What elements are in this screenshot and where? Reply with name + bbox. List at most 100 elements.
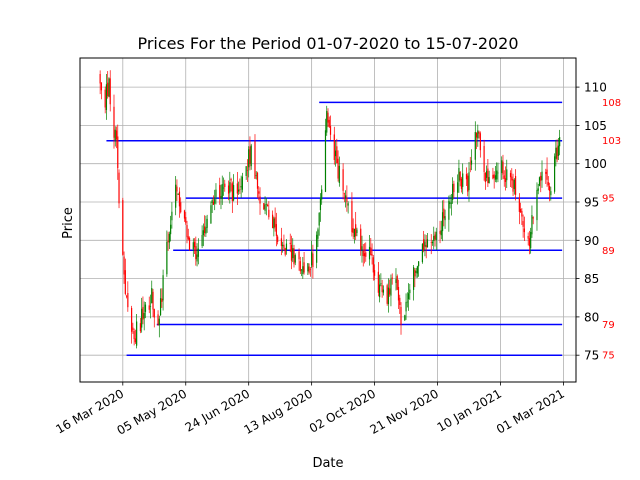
candle-body [248, 149, 250, 168]
candle-body [195, 246, 197, 260]
candle-body [541, 171, 543, 181]
candle-body [229, 182, 231, 193]
candle-body [185, 217, 187, 223]
candle-body [400, 306, 402, 325]
candle-body [219, 185, 221, 199]
candle-body [548, 186, 551, 191]
candle-body [274, 217, 276, 228]
candle-body [117, 136, 119, 169]
candle-body [523, 228, 525, 233]
y-tick-label: 85 [584, 272, 599, 286]
candle-body [99, 74, 101, 84]
candle-body [493, 174, 495, 178]
candle-body [113, 106, 115, 138]
candle-body [255, 175, 257, 177]
level-labels: 108 103 95 89 79 75 [602, 98, 621, 362]
candle-body [380, 283, 382, 285]
candle-body [511, 176, 513, 181]
candle-body [118, 172, 120, 204]
candle-body [453, 183, 455, 193]
candle-body [520, 209, 522, 213]
candle-body [264, 204, 266, 211]
candle-body [337, 158, 339, 179]
candle-body [405, 301, 407, 312]
candle-body [397, 286, 400, 301]
candlesticks [99, 70, 561, 349]
candle-body [342, 169, 344, 191]
candle-body [188, 237, 191, 250]
candle-body [537, 188, 539, 191]
candle-body [327, 112, 329, 123]
candle-body [178, 191, 181, 207]
candle-body [289, 242, 291, 245]
candle-body [521, 210, 523, 217]
candle-body [142, 306, 144, 320]
candle-body [220, 195, 222, 198]
candle-body [448, 200, 450, 220]
candle-body [308, 266, 310, 273]
candle-body [488, 177, 490, 184]
candle-body [125, 296, 128, 297]
candle-body [459, 172, 461, 181]
candle-body [321, 189, 323, 200]
candle-body [157, 314, 159, 325]
candle-body [559, 137, 561, 147]
candle-body [504, 178, 507, 182]
y-tick-label: 100 [584, 157, 607, 171]
candle-body [371, 254, 373, 256]
candle-body [396, 276, 398, 290]
candle-body [180, 202, 182, 213]
candle-body [246, 169, 249, 171]
candle-body [470, 160, 473, 165]
candle-body [336, 146, 338, 164]
candle-body [333, 134, 335, 160]
support-resistance-levels [106, 101, 563, 356]
candle-body [347, 203, 349, 206]
candle-body [239, 188, 241, 190]
candle-body [232, 185, 235, 201]
candle-body [409, 289, 411, 294]
candle-body [215, 189, 217, 198]
candle-body [415, 271, 417, 273]
candle-body [318, 212, 320, 226]
candle-body [373, 270, 376, 276]
candle-body [263, 203, 265, 210]
candle-body [108, 78, 110, 97]
candle-body [346, 197, 348, 202]
candle-body [457, 182, 459, 193]
candle-body [434, 234, 436, 240]
candle-body [518, 197, 520, 212]
candle-body [134, 338, 136, 343]
candle-body [370, 247, 372, 256]
candle-body [254, 141, 256, 179]
candle-body [387, 287, 390, 305]
candle-body [153, 309, 155, 318]
x-axis-label: Date [312, 456, 343, 471]
candle-body [484, 172, 486, 183]
candle-body [307, 263, 309, 272]
candle-body [413, 267, 415, 290]
candle-body [245, 166, 247, 176]
candle-body [175, 184, 177, 208]
candle-body [425, 245, 427, 248]
candle-body [124, 270, 126, 294]
candle-body [362, 250, 364, 257]
candle-body [272, 214, 274, 229]
candle-body [266, 204, 269, 207]
candle-body [444, 216, 446, 221]
candle-body [546, 169, 548, 180]
candle-body [282, 244, 284, 247]
plot-frame [79, 57, 577, 383]
candle-body [127, 293, 129, 308]
candle-body [162, 275, 164, 301]
candle-body [300, 269, 303, 271]
candle-body [441, 212, 444, 232]
candle-body [382, 289, 384, 293]
candle-body [122, 200, 124, 255]
candle-body [443, 208, 445, 219]
candle-body [536, 189, 538, 221]
level-label: 89 [602, 246, 615, 257]
candle-body [170, 224, 172, 235]
candle-body [210, 205, 212, 224]
